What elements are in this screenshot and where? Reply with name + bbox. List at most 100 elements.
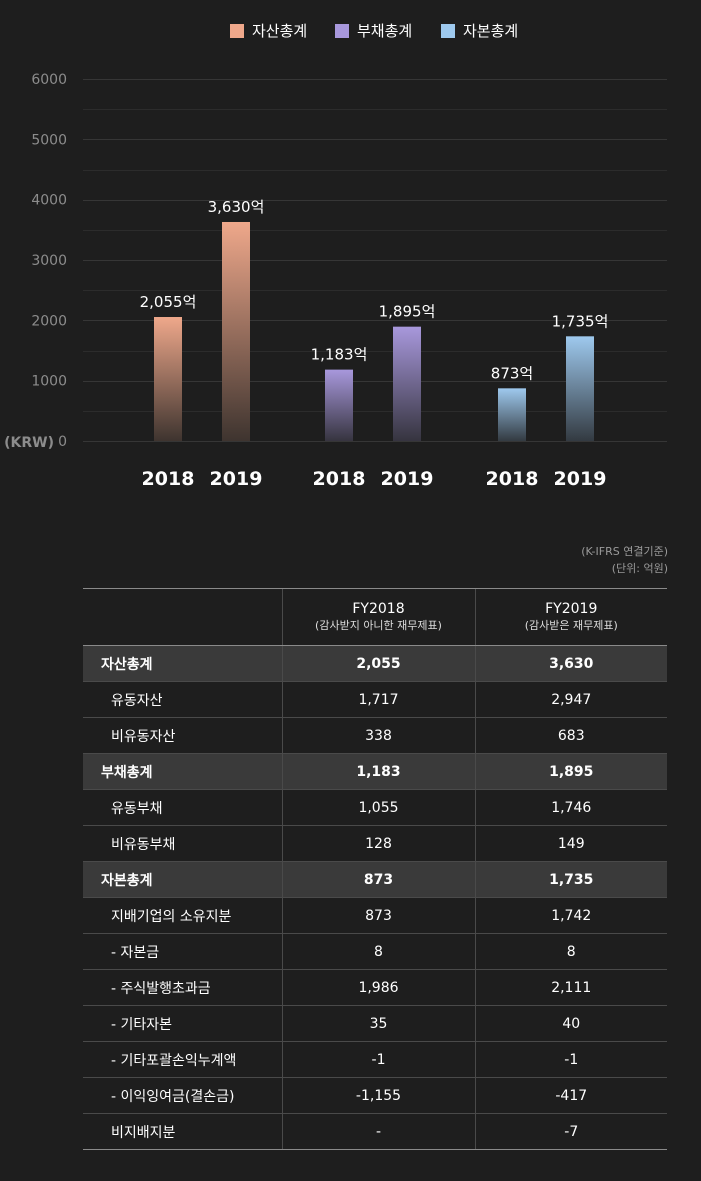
legend-swatch-equity xyxy=(441,24,455,38)
cell-fy2018: 8 xyxy=(281,933,475,970)
table-row: - 기타포괄손익누계액 -1 -1 xyxy=(83,1041,667,1078)
y-tick-label: 3000 xyxy=(31,253,67,269)
row-label: - 기타자본 xyxy=(83,1005,282,1042)
cell-fy2018: 128 xyxy=(281,825,475,862)
legend-label-assets: 자산총계 xyxy=(252,22,307,40)
legend-label-liabilities: 부채총계 xyxy=(357,22,412,40)
cell-fy2018: 1,055 xyxy=(281,789,475,826)
cell-fy2019: -7 xyxy=(474,1113,667,1150)
table-row: 자산총계 2,055 3,630 xyxy=(83,645,667,682)
cell-fy2019: 1,735 xyxy=(474,861,667,898)
bar xyxy=(566,336,594,441)
table-row: - 주식발행초과금 1,986 2,111 xyxy=(83,969,667,1006)
table-row: 비유동부채 128 149 xyxy=(83,825,667,862)
bar-value-label: 1,895억 xyxy=(379,303,436,321)
row-label: - 기타포괄손익누계액 xyxy=(83,1041,282,1078)
header-note: (감사받지 아니한 재무제표) xyxy=(315,619,442,632)
row-label: - 주식발행초과금 xyxy=(83,969,282,1006)
bar-value-label: 2,055억 xyxy=(140,293,197,311)
table-row: - 기타자본 35 40 xyxy=(83,1005,667,1042)
cell-fy2019: 683 xyxy=(474,717,667,754)
bar-chart: 자산총계 부채총계 자본총계 6000 5000 4000 3000 2000 1000 0… xyxy=(4,22,667,490)
x-category-label: 2018 xyxy=(142,468,195,490)
cell-fy2018: - xyxy=(281,1113,475,1150)
cell-fy2019: 1,742 xyxy=(474,897,667,934)
row-label: - 이익잉여금(결손금) xyxy=(83,1077,282,1114)
row-label: 자본총계 xyxy=(83,861,282,898)
y-axis: 6000 5000 4000 3000 2000 1000 0(KRW) xyxy=(4,72,67,451)
y-tick-label: 5000 xyxy=(31,132,67,148)
financial-statement-table: FY2018 (감사받지 아니한 재무제표) FY2019 (감사받은 재무제표… xyxy=(83,588,667,1150)
cell-fy2018: 2,055 xyxy=(281,645,475,682)
x-category-label: 2018 xyxy=(486,468,539,490)
bar xyxy=(222,221,250,441)
header-year: FY2018 xyxy=(352,601,405,617)
row-label: 자산총계 xyxy=(83,645,282,682)
y-tick-label: 6000 xyxy=(31,72,67,88)
cell-fy2019: -417 xyxy=(474,1077,667,1114)
x-category-label: 2019 xyxy=(210,468,263,490)
cell-fy2018: 338 xyxy=(281,717,475,754)
cell-fy2019: 40 xyxy=(474,1005,667,1042)
unit-note: (단위: 억원) xyxy=(611,562,668,575)
x-category-label: 2019 xyxy=(381,468,434,490)
cell-fy2018: 1,986 xyxy=(281,969,475,1006)
table-row: 비유동자산 338 683 xyxy=(83,717,667,754)
bar-value-label: 873억 xyxy=(491,364,533,382)
row-label: 부채총계 xyxy=(83,753,282,790)
y-tick-label: 2000 xyxy=(31,313,67,329)
row-label: 비유동부채 xyxy=(83,825,282,862)
chart-legend: 자산총계 부채총계 자본총계 xyxy=(230,22,518,40)
header-year: FY2019 xyxy=(545,601,598,617)
bar xyxy=(154,317,182,441)
y-tick-label: 1000 xyxy=(31,374,67,390)
x-category-label: 2019 xyxy=(554,468,607,490)
bar xyxy=(325,369,353,441)
header-note: (감사받은 재무제표) xyxy=(524,619,618,632)
cell-fy2018: -1 xyxy=(281,1041,475,1078)
cell-fy2018: 1,717 xyxy=(281,681,475,718)
cell-fy2019: 149 xyxy=(474,825,667,862)
cell-fy2019: 3,630 xyxy=(474,645,667,682)
table-basis-note: (K-IFRS 연결기준) (단위: 억원) xyxy=(581,543,668,577)
header-fy2018: FY2018 (감사받지 아니한 재무제표) xyxy=(281,588,475,646)
cell-fy2018: 35 xyxy=(281,1005,475,1042)
cell-fy2018: 873 xyxy=(281,861,475,898)
cell-fy2019: -1 xyxy=(474,1041,667,1078)
legend-swatch-assets xyxy=(230,24,244,38)
chart-bars: 2,055억 2018 3,630억 2019 1,183억 2018 1,895억 2019… xyxy=(140,198,609,490)
y-tick-label: 4000 xyxy=(31,193,67,209)
bar xyxy=(498,388,526,441)
cell-fy2018: 873 xyxy=(281,897,475,934)
table-row: 지배기업의 소유지분 873 1,742 xyxy=(83,897,667,934)
bar-value-label: 1,735억 xyxy=(552,312,609,330)
table-row: 부채총계 1,183 1,895 xyxy=(83,753,667,790)
table-header-row: FY2018 (감사받지 아니한 재무제표) FY2019 (감사받은 재무제표… xyxy=(83,588,667,646)
row-label: 비유동자산 xyxy=(83,717,282,754)
y-axis-unit-label: (KRW) xyxy=(4,435,54,451)
row-label: 비지배지분 xyxy=(83,1113,282,1150)
x-category-label: 2018 xyxy=(313,468,366,490)
table-row: 비지배지분 - -7 xyxy=(83,1113,667,1150)
cell-fy2018: -1,155 xyxy=(281,1077,475,1114)
table-row: 유동자산 1,717 2,947 xyxy=(83,681,667,718)
table-row: 유동부채 1,055 1,746 xyxy=(83,789,667,826)
row-label: 지배기업의 소유지분 xyxy=(83,897,282,934)
table-row: - 자본금 8 8 xyxy=(83,933,667,970)
table-row: 자본총계 873 1,735 xyxy=(83,861,667,898)
row-label: - 자본금 xyxy=(83,933,282,970)
legend-label-equity: 자본총계 xyxy=(463,22,518,40)
legend-swatch-liabilities xyxy=(335,24,349,38)
accounting-basis: (K-IFRS 연결기준) xyxy=(581,545,668,558)
row-label: 유동부채 xyxy=(83,789,282,826)
bar xyxy=(393,326,421,441)
row-label: 유동자산 xyxy=(83,681,282,718)
header-fy2019: FY2019 (감사받은 재무제표) xyxy=(474,588,667,646)
cell-fy2019: 8 xyxy=(474,933,667,970)
cell-fy2019: 2,111 xyxy=(474,969,667,1006)
table-row: - 이익잉여금(결손금) -1,155 -417 xyxy=(83,1077,667,1114)
cell-fy2018: 1,183 xyxy=(281,753,475,790)
cell-fy2019: 1,895 xyxy=(474,753,667,790)
y-tick-label: 0 xyxy=(58,434,67,450)
cell-fy2019: 2,947 xyxy=(474,681,667,718)
